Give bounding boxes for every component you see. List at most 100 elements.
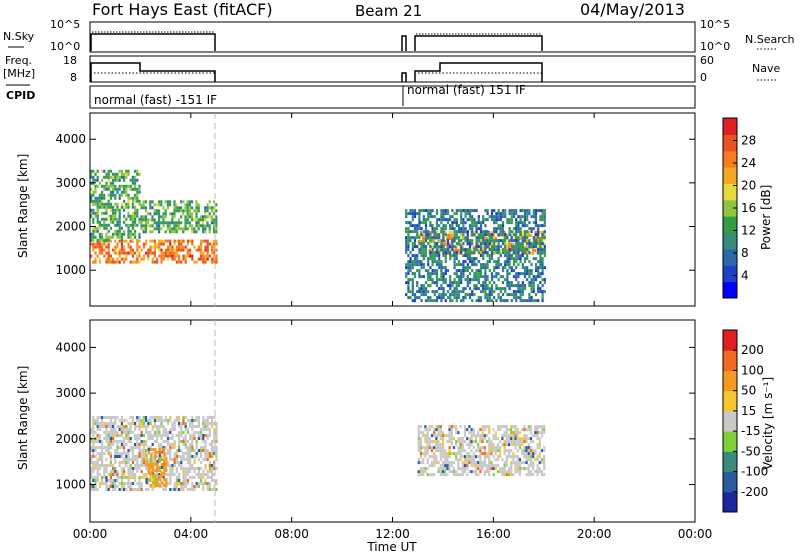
power-cell bbox=[169, 230, 172, 234]
velocity-cell bbox=[470, 461, 473, 465]
velocity-cell bbox=[163, 466, 166, 469]
power-cell bbox=[468, 278, 472, 282]
velocity-cell bbox=[208, 434, 211, 437]
velocity-cell bbox=[169, 467, 172, 470]
velocity-cell bbox=[123, 458, 126, 461]
power-cell bbox=[96, 211, 99, 215]
velocity-cell bbox=[448, 425, 451, 429]
power-cell bbox=[125, 184, 128, 188]
colorbar-tick-label: 20 bbox=[741, 179, 756, 193]
velocity-cell bbox=[96, 419, 99, 422]
velocity-cell bbox=[173, 422, 176, 425]
velocity-cell bbox=[523, 449, 526, 453]
power-cell bbox=[103, 196, 106, 200]
power-cell bbox=[433, 245, 436, 249]
power-cell bbox=[508, 221, 511, 225]
power-cell bbox=[429, 221, 432, 225]
power-cell bbox=[444, 239, 447, 243]
power-cell bbox=[519, 272, 522, 276]
power-cell bbox=[431, 251, 434, 255]
velocity-cell bbox=[169, 446, 172, 449]
power-cell bbox=[427, 212, 430, 216]
power-cell bbox=[486, 275, 489, 279]
velocity-cell bbox=[105, 437, 108, 440]
power-cell bbox=[105, 226, 108, 230]
power-cell bbox=[103, 220, 106, 224]
velocity-cell bbox=[512, 458, 515, 462]
velocity-cell bbox=[446, 434, 449, 438]
velocity-cell bbox=[131, 476, 134, 479]
velocity-cell bbox=[510, 428, 513, 432]
power-cell bbox=[112, 235, 115, 239]
power-cell bbox=[433, 260, 436, 264]
power-cell bbox=[155, 227, 158, 231]
power-cell bbox=[109, 205, 112, 209]
power-cell bbox=[411, 218, 414, 222]
velocity-cell bbox=[189, 458, 192, 461]
velocity-cell bbox=[145, 473, 148, 476]
power-cell bbox=[202, 215, 205, 219]
velocity-cell bbox=[96, 461, 99, 464]
power-cell bbox=[510, 215, 513, 219]
velocity-cell bbox=[178, 446, 181, 449]
power-cell bbox=[175, 254, 178, 258]
velocity-cell bbox=[496, 458, 500, 462]
nave-tick-bottom: 0 bbox=[700, 71, 707, 84]
power-cell bbox=[431, 272, 434, 276]
freq-trace bbox=[90, 62, 543, 82]
velocity-cell bbox=[131, 488, 134, 491]
power-cell bbox=[473, 284, 476, 288]
power-cell bbox=[431, 227, 434, 231]
power-cell bbox=[116, 242, 119, 246]
power-cell bbox=[499, 296, 502, 300]
velocity-cell bbox=[419, 461, 423, 465]
power-cell bbox=[155, 224, 158, 228]
power-cell bbox=[495, 260, 498, 264]
velocity-cell bbox=[153, 416, 156, 419]
power-cell bbox=[407, 230, 410, 234]
power-cell bbox=[495, 215, 498, 219]
velocity-cell bbox=[149, 460, 153, 463]
velocity-cell bbox=[118, 434, 121, 437]
power-cell bbox=[448, 248, 451, 252]
velocity-cell bbox=[147, 446, 150, 449]
power-cell bbox=[180, 200, 183, 204]
power-cell bbox=[479, 251, 482, 255]
power-cell bbox=[107, 245, 110, 249]
power-cell bbox=[112, 248, 115, 252]
power-cell bbox=[495, 221, 498, 225]
power-cell bbox=[479, 248, 483, 252]
power-cell bbox=[169, 227, 172, 231]
velocity-cell bbox=[437, 431, 440, 435]
power-cell bbox=[448, 233, 451, 237]
velocity-cell bbox=[154, 469, 157, 472]
power-cell bbox=[112, 232, 115, 236]
colorbar-swatch bbox=[723, 118, 737, 135]
velocity-cell bbox=[206, 416, 209, 419]
velocity-cell bbox=[189, 425, 192, 428]
power-cell bbox=[118, 254, 121, 258]
power-cell bbox=[112, 211, 115, 215]
velocity-cell bbox=[494, 452, 497, 456]
power-cell bbox=[411, 284, 414, 288]
power-cell bbox=[120, 226, 123, 230]
velocity-cell bbox=[494, 449, 497, 453]
power-cell bbox=[127, 169, 130, 173]
power-cell bbox=[98, 193, 101, 197]
power-cell bbox=[211, 251, 214, 255]
velocity-cell bbox=[211, 422, 214, 425]
power-cell bbox=[138, 260, 141, 264]
power-cell bbox=[501, 248, 505, 252]
power-cell bbox=[164, 209, 167, 213]
power-cell bbox=[431, 257, 434, 261]
power-cell bbox=[405, 281, 408, 285]
velocity-cell bbox=[527, 473, 530, 477]
power-cell bbox=[116, 172, 119, 176]
velocity-cell bbox=[200, 455, 203, 458]
power-cell bbox=[466, 233, 469, 237]
velocity-cell bbox=[483, 458, 486, 462]
velocity-cell bbox=[169, 428, 172, 431]
velocity-cell bbox=[107, 434, 110, 437]
velocity-cell bbox=[422, 467, 425, 471]
power-cell bbox=[523, 218, 527, 222]
